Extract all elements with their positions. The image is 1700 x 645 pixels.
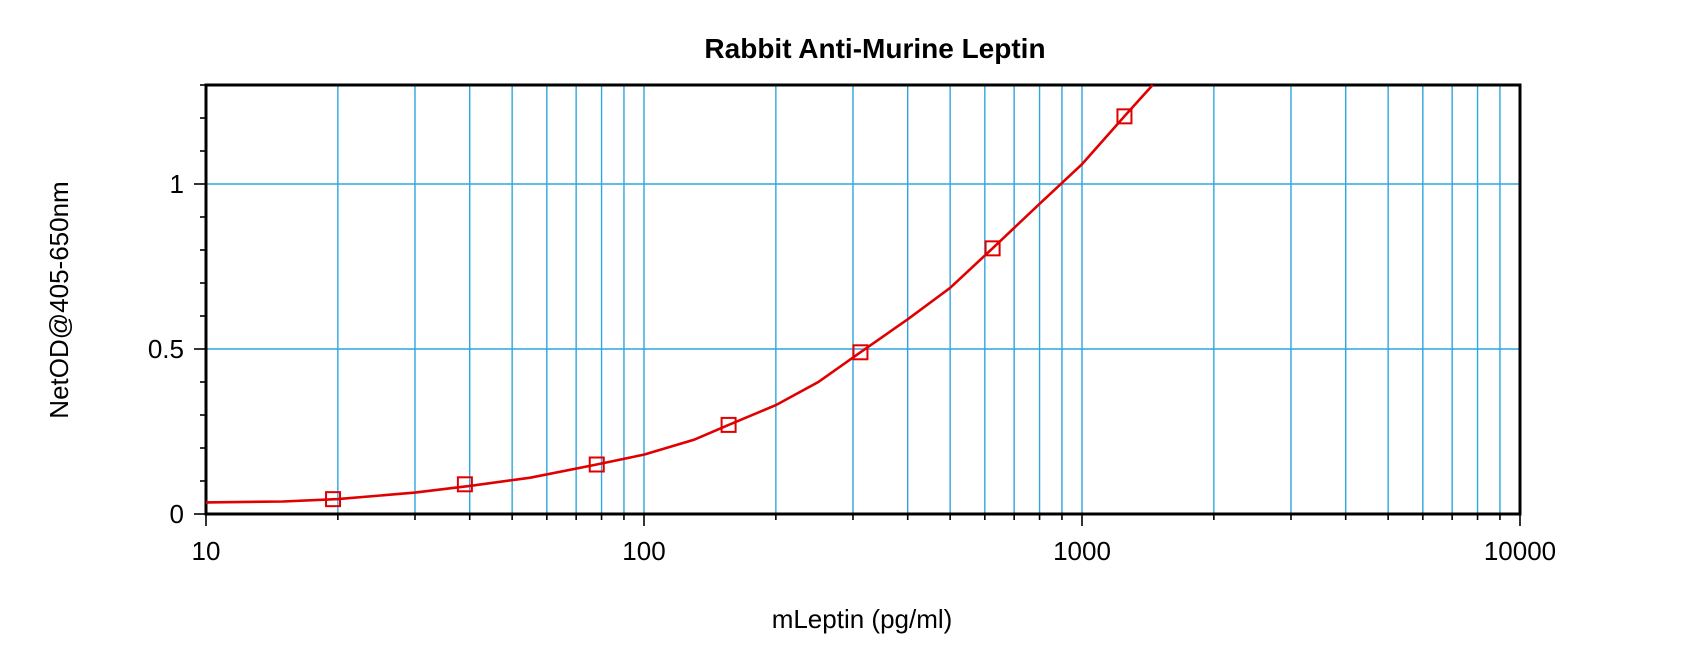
fit-curve [205,84,1154,504]
data-point [852,344,869,361]
y-tick-labels: 00.51 [148,169,184,529]
data-point [456,476,473,493]
data-point [325,491,342,508]
data-point [984,240,1001,257]
x-tick-label: 100 [622,536,665,566]
data-point [1116,108,1133,125]
y-tick-label: 1 [170,169,184,199]
x-tick-label: 1000 [1053,536,1111,566]
data-points [325,108,1133,508]
x-tick-label: 10 [192,536,221,566]
data-point [720,416,737,433]
chart-title: Rabbit Anti-Murine Leptin [704,33,1045,64]
fit-curve-layer [205,84,1154,504]
grid-lines [206,85,1520,514]
y-axis-label: NetOD@405-650nm [44,181,74,418]
x-axis-label: mLeptin (pg/ml) [772,604,953,634]
plot-frame [204,83,1522,516]
y-tick-label: 0 [170,499,184,529]
data-point [588,456,605,473]
y-tick-label: 0.5 [148,334,184,364]
x-tick-label: 10000 [1484,536,1556,566]
x-tick-labels: 10 100 1000 10000 [192,536,1557,566]
axis-ticks [194,84,1521,526]
